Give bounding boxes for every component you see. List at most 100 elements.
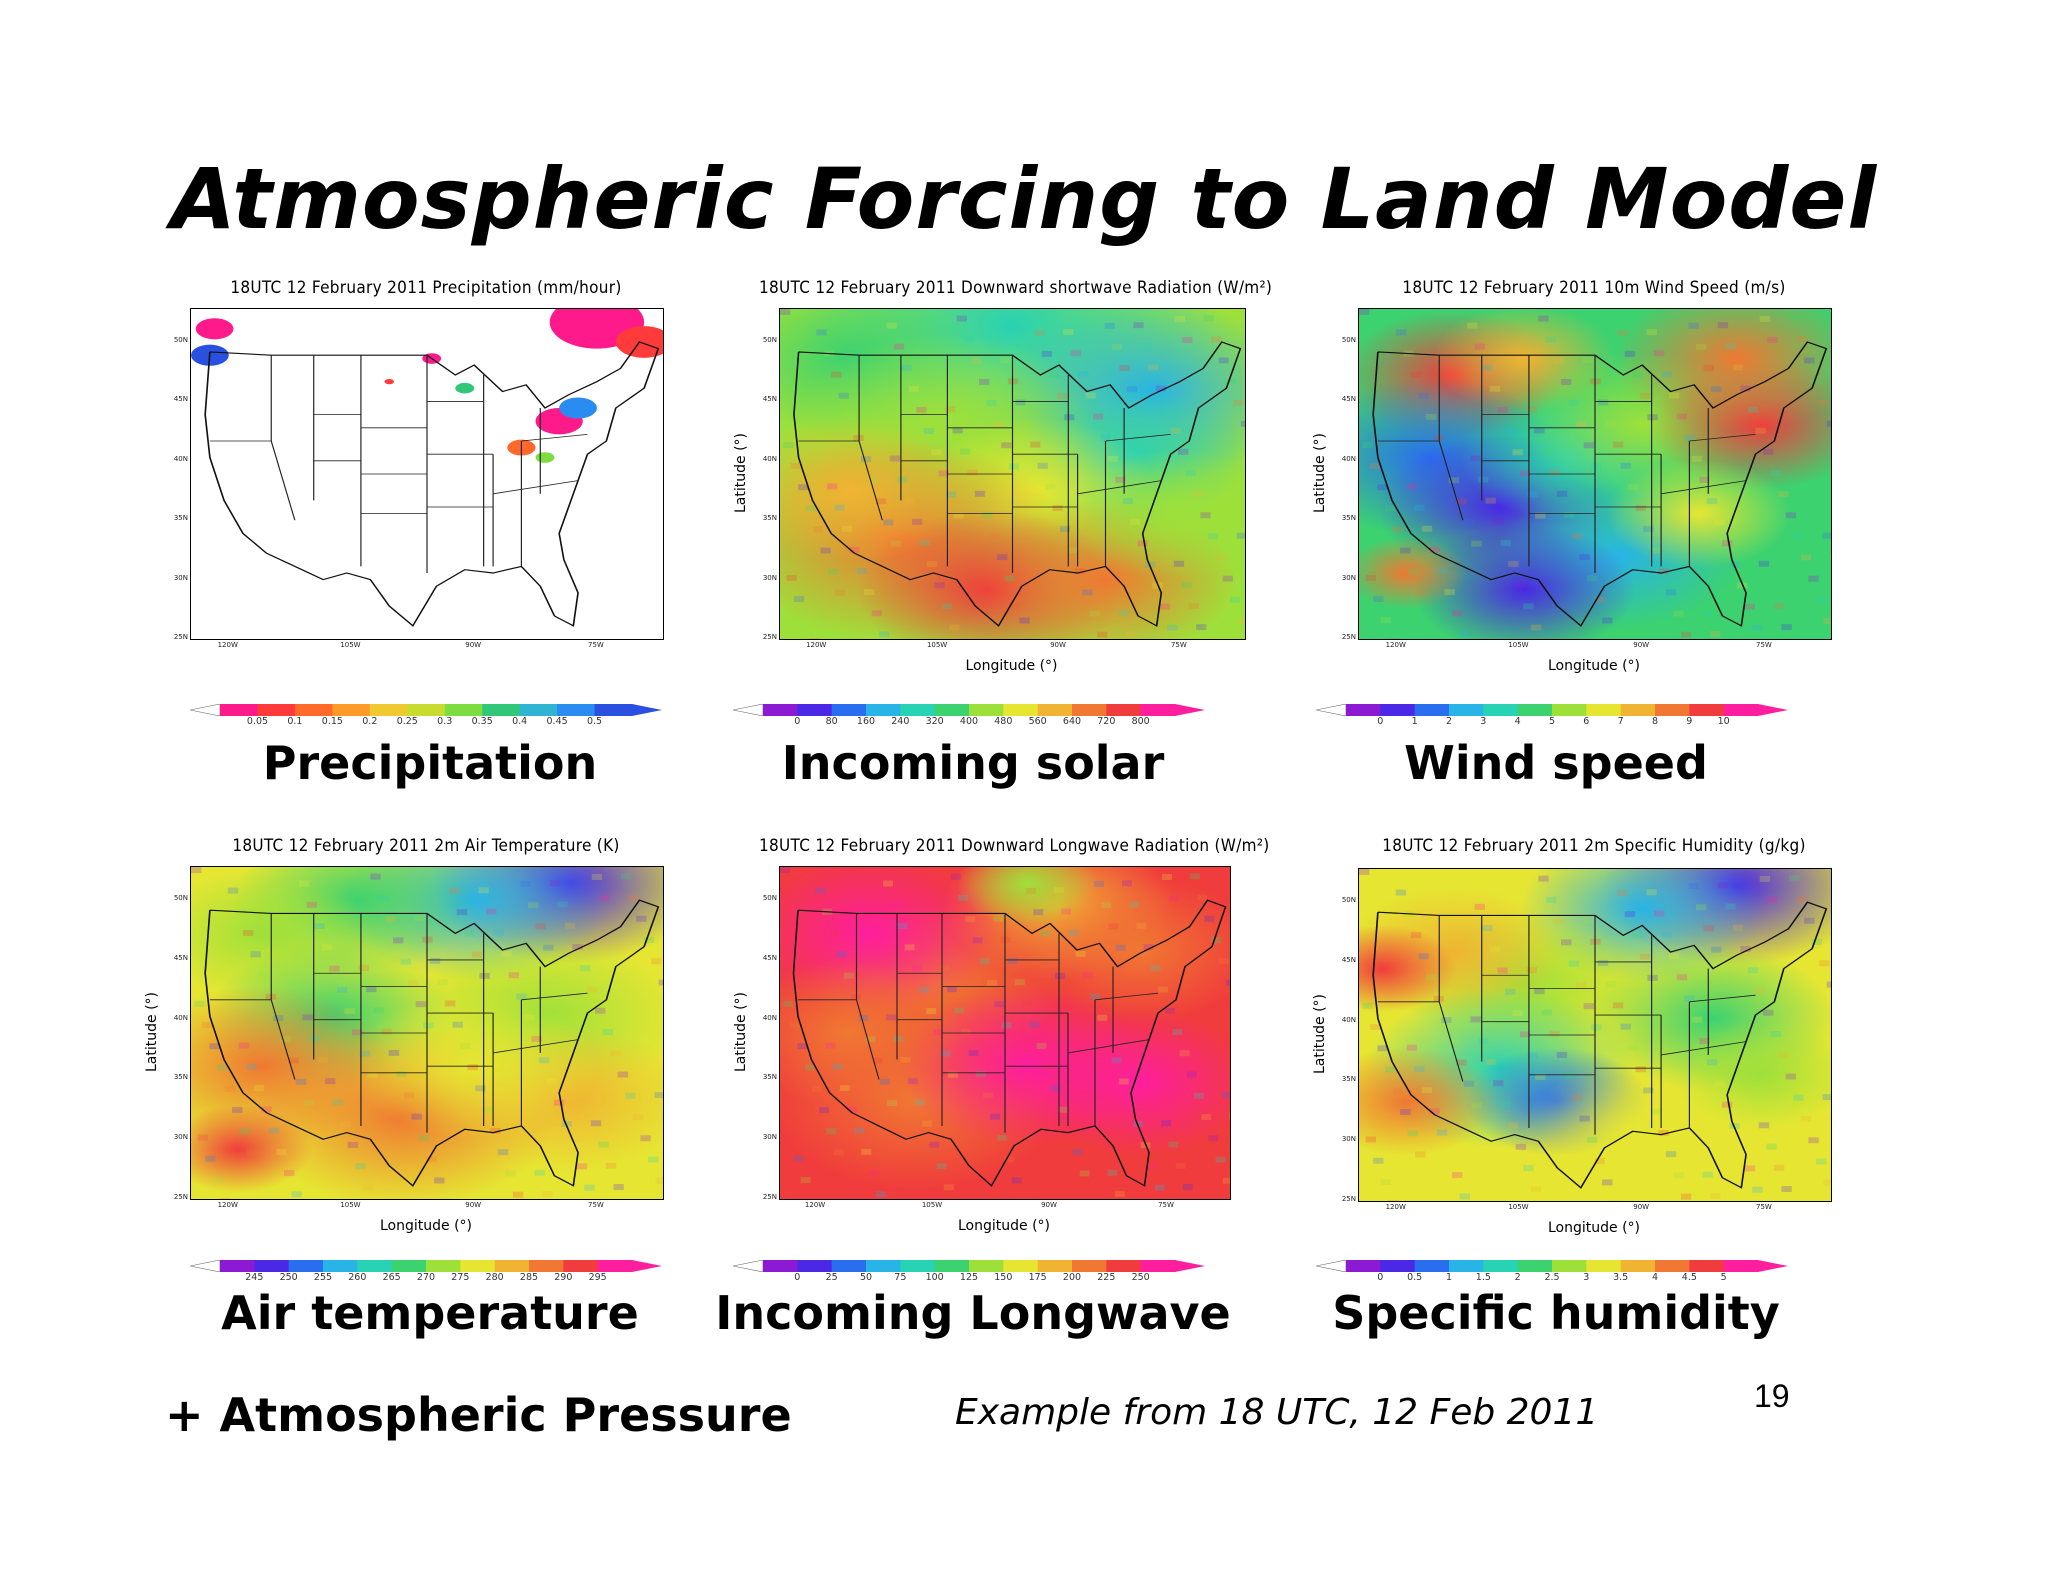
map-field-speck: [1019, 617, 1030, 624]
map-field-speck: [1415, 589, 1426, 596]
map-field-speck: [1054, 887, 1064, 894]
map-field-speck: [1699, 476, 1710, 483]
map-field-speck: [1624, 350, 1636, 357]
map-field-speck: [1436, 1129, 1448, 1136]
map-field-speck: [941, 603, 953, 610]
map-field-speck: [1605, 981, 1616, 988]
map-field-speck: [280, 1036, 292, 1043]
map-field-speck: [890, 540, 901, 547]
map-field-speck: [1365, 574, 1376, 581]
map-field-speck: [1582, 357, 1594, 364]
lon-tick-label: 75W: [1755, 1203, 1772, 1211]
map-field-speck: [887, 1100, 897, 1107]
lat-tick-label: 25N: [173, 633, 188, 641]
coastline: [793, 341, 1242, 627]
map-field-speck: [846, 413, 857, 420]
map-field-speck: [1068, 929, 1079, 936]
lat-tick-label: 30N: [173, 1133, 188, 1142]
colorbar-segment: [1003, 1260, 1039, 1272]
lat-tick-label: 30N: [762, 573, 777, 582]
colorbar-segment: [369, 704, 408, 716]
lat-tick-label: 45N: [762, 953, 777, 962]
map-field-speck: [1400, 547, 1411, 554]
map-field-speck: [1215, 554, 1226, 561]
map-field-speck: [879, 1078, 890, 1085]
map-field-speck: [276, 1148, 287, 1155]
map-field-speck: [994, 1001, 1005, 1008]
map-field-speck: [205, 1155, 216, 1162]
map-field-speck: [1793, 1094, 1804, 1101]
lat-tick-label: 50N: [173, 336, 188, 344]
map-plot: [190, 308, 664, 640]
map-field-speck: [602, 1029, 613, 1035]
map-field-speck: [1400, 1109, 1411, 1116]
map-field-speck: [908, 385, 920, 392]
map-field-speck: [523, 1014, 535, 1021]
map-field-speck: [915, 1099, 925, 1106]
map-field-speck: [1830, 553, 1831, 560]
colorbar-tick-label: 80: [825, 716, 838, 727]
map-field-speck: [975, 1071, 986, 1078]
map-field-speck: [1597, 399, 1609, 406]
map-field-speck: [1703, 365, 1714, 372]
map-field-speck: [1612, 1002, 1624, 1009]
map-field-speck: [444, 1000, 456, 1007]
colorbar-tick-label: 0.15: [321, 716, 343, 727]
map-field-speck: [1170, 427, 1181, 434]
map-field-speck: [1549, 1030, 1560, 1037]
map-field-blob: [1023, 876, 1230, 1024]
x-axis-label: Longitude (°): [957, 1218, 1050, 1234]
map-field-speck: [1658, 1129, 1669, 1136]
map-field-speck: [1811, 378, 1823, 385]
x-axis-label: Longitude (°): [379, 1218, 472, 1234]
colorbar-segment: [257, 704, 296, 716]
map-field-speck: [1647, 414, 1658, 421]
map-field-speck: [1130, 519, 1141, 526]
map-field-speck: [816, 329, 827, 336]
map-field-speck: [564, 922, 576, 929]
map-field-speck: [1594, 596, 1605, 603]
map-field-speck: [1421, 1087, 1433, 1094]
map-field-speck: [224, 1085, 235, 1092]
map-field-speck: [793, 596, 805, 603]
map-field-speck: [1426, 413, 1437, 420]
map-field-speck: [456, 909, 468, 916]
map-field-speck: [827, 568, 839, 575]
lat-tick-label: 50N: [1341, 896, 1356, 905]
map-field-speck: [1085, 392, 1096, 399]
map-field-speck: [1115, 476, 1126, 483]
map-field-speck: [1815, 1158, 1827, 1165]
map-field-speck: [1075, 950, 1086, 957]
map-field-speck: [889, 455, 900, 462]
map-field-speck: [475, 1085, 486, 1092]
map-field-speck: [1556, 1051, 1568, 1058]
map-svg: [191, 867, 663, 1199]
map-field-speck: [306, 901, 318, 908]
map-field-speck: [993, 421, 1005, 428]
map-field-speck: [385, 916, 396, 923]
map-field-speck: [1467, 322, 1478, 329]
colorbar-segment: [1483, 1260, 1519, 1272]
map-field-speck: [847, 1106, 857, 1113]
map-field-speck: [1534, 988, 1545, 995]
map-field-speck: [946, 491, 957, 498]
map-field-speck: [1041, 350, 1053, 357]
colorbar-min-arrow: [733, 1260, 764, 1272]
map-field-speck: [1463, 1080, 1475, 1087]
map-field-speck: [1054, 972, 1065, 979]
map-field-speck: [367, 1071, 378, 1078]
map-field-speck: [1172, 1029, 1183, 1035]
map-field-speck: [1527, 491, 1538, 498]
map-field-speck: [1201, 1114, 1212, 1120]
map-field-speck: [1244, 553, 1245, 560]
map-field-speck: [467, 1064, 478, 1071]
map-field-speck: [1463, 519, 1475, 526]
colorbar-segment: [1346, 1260, 1381, 1272]
map-field-speck: [1781, 624, 1792, 631]
map-field-speck: [1819, 399, 1830, 406]
map-field-speck: [1628, 1044, 1639, 1051]
map-field-speck: [1112, 343, 1123, 350]
map-field-speck: [943, 1184, 954, 1191]
map-field-speck: [861, 1148, 872, 1155]
map-field-speck: [947, 1071, 958, 1078]
